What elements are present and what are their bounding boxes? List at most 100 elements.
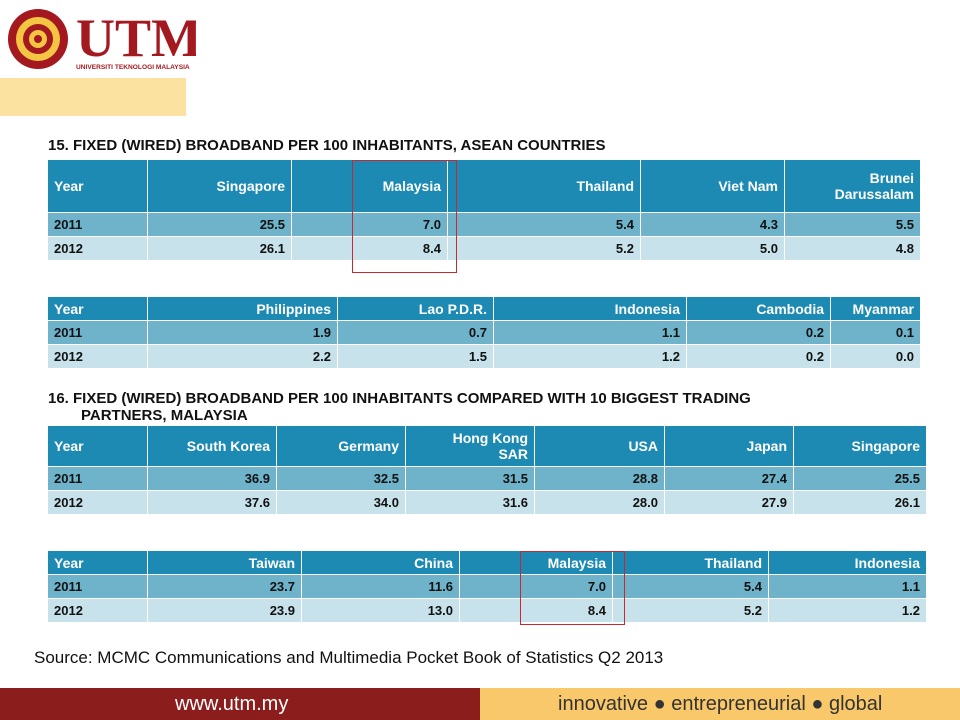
- value-cell: 27.9: [664, 490, 794, 515]
- header-cell: Lao P.D.R.: [337, 296, 494, 321]
- section-16-title-line-2: PARTNERS, MALAYSIA: [81, 407, 248, 424]
- header-cell: Malaysia: [291, 159, 448, 213]
- table-row: 2011 25.5 7.0 5.4 4.3 5.5: [47, 212, 921, 237]
- header-cell: Thailand: [612, 550, 769, 575]
- header-cell: Indonesia: [768, 550, 927, 575]
- year-cell: 2012: [47, 598, 148, 623]
- year-cell: 2011: [47, 574, 148, 599]
- value-cell: 5.2: [612, 598, 769, 623]
- section-15-title: 15. FIXED (WIRED) BROADBAND PER 100 INHA…: [48, 137, 606, 154]
- header-cell: Myanmar: [830, 296, 921, 321]
- footer-left-band: www.utm.my: [0, 688, 480, 720]
- header-cell: Cambodia: [686, 296, 831, 321]
- table-row: 2011 23.7 11.6 7.0 5.4 1.1: [47, 574, 927, 599]
- value-cell: 34.0: [276, 490, 406, 515]
- trading-partners-table-2: Year Taiwan China Malaysia Thailand Indo…: [47, 550, 927, 623]
- value-cell: 4.3: [640, 212, 785, 237]
- year-cell: 2011: [47, 212, 148, 237]
- value-cell: 25.5: [147, 212, 292, 237]
- footer-url-link[interactable]: www.utm.my: [175, 693, 289, 715]
- table-header-row: Year Philippines Lao P.D.R. Indonesia Ca…: [47, 296, 921, 321]
- section-16-title: 16. FIXED (WIRED) BROADBAND PER 100 INHA…: [48, 390, 751, 424]
- value-cell: 1.2: [493, 344, 687, 369]
- source-note: Source: MCMC Communications and Multimed…: [34, 648, 664, 667]
- header-cell: Indonesia: [493, 296, 687, 321]
- value-cell: 4.8: [784, 236, 921, 261]
- header-cell: South Korea: [147, 425, 277, 467]
- value-cell: 32.5: [276, 466, 406, 491]
- header-cell: Germany: [276, 425, 406, 467]
- utm-logo: UTM UNIVERSITI TEKNOLOGI MALAYSIA: [8, 8, 196, 71]
- header-cell: Japan: [664, 425, 794, 467]
- section-16-title-line-1: 16. FIXED (WIRED) BROADBAND PER 100 INHA…: [48, 390, 751, 407]
- table-header-row: Year South Korea Germany Hong Kong SAR US…: [47, 425, 927, 467]
- table-header-row: Year Singapore Malaysia Thailand Viet Na…: [47, 159, 921, 213]
- header-cell: Year: [47, 550, 148, 575]
- table-row: 2011 36.9 32.5 31.5 28.8 27.4 25.5: [47, 466, 927, 491]
- header-cell: Year: [47, 159, 148, 213]
- value-cell: 37.6: [147, 490, 277, 515]
- value-cell: 1.1: [768, 574, 927, 599]
- value-cell: 1.1: [493, 320, 687, 345]
- value-cell: 1.2: [768, 598, 927, 623]
- value-cell: 28.8: [534, 466, 665, 491]
- logo-wordmark: UTM: [76, 8, 196, 68]
- value-cell: 5.4: [612, 574, 769, 599]
- header-cell: Philippines: [147, 296, 338, 321]
- value-cell: 31.5: [405, 466, 535, 491]
- table-row: 2012 23.9 13.0 8.4 5.2 1.2: [47, 598, 927, 623]
- value-cell: 26.1: [147, 236, 292, 261]
- value-cell: 0.2: [686, 320, 831, 345]
- footer-right-band: innovative ● entrepreneurial ● global: [480, 688, 960, 720]
- table-header-row: Year Taiwan China Malaysia Thailand Indo…: [47, 550, 927, 575]
- value-cell: 8.4: [459, 598, 613, 623]
- value-cell: 25.5: [793, 466, 927, 491]
- value-cell: 5.2: [447, 236, 641, 261]
- value-cell: 23.9: [147, 598, 302, 623]
- year-cell: 2012: [47, 236, 148, 261]
- value-cell: 27.4: [664, 466, 794, 491]
- value-cell: 0.2: [686, 344, 831, 369]
- value-cell: 0.1: [830, 320, 921, 345]
- trading-partners-table-1: Year South Korea Germany Hong Kong SAR US…: [47, 425, 927, 515]
- header-cell: USA: [534, 425, 665, 467]
- header-cell: Viet Nam: [640, 159, 785, 213]
- value-cell: 5.5: [784, 212, 921, 237]
- value-cell: 31.6: [405, 490, 535, 515]
- header-cell: Malaysia: [459, 550, 613, 575]
- header-cell: Thailand: [447, 159, 641, 213]
- asean-table-1: Year Singapore Malaysia Thailand Viet Na…: [47, 159, 921, 261]
- header-cell: Singapore: [147, 159, 292, 213]
- year-cell: 2012: [47, 344, 148, 369]
- value-cell: 8.4: [291, 236, 448, 261]
- year-cell: 2012: [47, 490, 148, 515]
- value-cell: 2.2: [147, 344, 338, 369]
- value-cell: 5.0: [640, 236, 785, 261]
- table-row: 2012 26.1 8.4 5.2 5.0 4.8: [47, 236, 921, 261]
- value-cell: 26.1: [793, 490, 927, 515]
- year-cell: 2011: [47, 466, 148, 491]
- logo-subtitle: UNIVERSITI TEKNOLOGI MALAYSIA: [76, 64, 190, 71]
- table-row: 2011 1.9 0.7 1.1 0.2 0.1: [47, 320, 921, 345]
- value-cell: 11.6: [301, 574, 460, 599]
- header-cell: Taiwan: [147, 550, 302, 575]
- value-cell: 0.7: [337, 320, 494, 345]
- table-row: 2012 2.2 1.5 1.2 0.2 0.0: [47, 344, 921, 369]
- asean-table-2: Year Philippines Lao P.D.R. Indonesia Ca…: [47, 296, 921, 369]
- header-cell: Year: [47, 425, 148, 467]
- value-cell: 36.9: [147, 466, 277, 491]
- value-cell: 28.0: [534, 490, 665, 515]
- value-cell: 13.0: [301, 598, 460, 623]
- header-cell: Singapore: [793, 425, 927, 467]
- header-accent-bar: [0, 78, 186, 116]
- value-cell: 7.0: [459, 574, 613, 599]
- value-cell: 7.0: [291, 212, 448, 237]
- value-cell: 0.0: [830, 344, 921, 369]
- header-cell: Brunei Darussalam: [784, 159, 921, 213]
- header-cell: Hong Kong SAR: [405, 425, 535, 467]
- value-cell: 1.9: [147, 320, 338, 345]
- value-cell: 5.4: [447, 212, 641, 237]
- year-cell: 2011: [47, 320, 148, 345]
- value-cell: 23.7: [147, 574, 302, 599]
- table-row: 2012 37.6 34.0 31.6 28.0 27.9 26.1: [47, 490, 927, 515]
